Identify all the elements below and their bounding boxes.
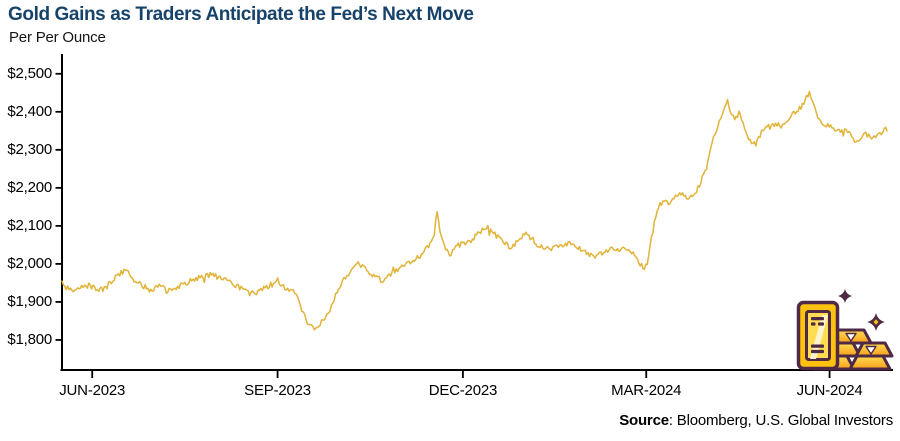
y-axis-tick-label: $2,200: [7, 178, 52, 196]
y-axis-tick-label: $2,400: [7, 102, 52, 120]
x-axis-tick-label: SEP-2023: [244, 382, 311, 399]
source-label: Source: [619, 412, 669, 429]
source-credit: Source: Bloomberg, U.S. Global Investors: [619, 412, 893, 429]
y-axis-tick-label: $2,500: [7, 64, 52, 82]
y-axis-tick-label: $2,300: [7, 140, 52, 158]
y-axis-tick-label: $2,000: [7, 254, 52, 272]
gold-bars-icon: [796, 289, 894, 371]
ingot-shine-triangle: [865, 345, 877, 355]
y-axis-tick-label: $1,900: [7, 292, 52, 310]
x-axis-tick-label: JUN-2024: [796, 382, 863, 399]
gold-price-line: [61, 90, 888, 331]
sparkle-icon: [838, 289, 852, 303]
sparkle-center: [873, 319, 879, 325]
x-axis-tick-label: MAR-2024: [611, 382, 682, 399]
ingot-shine-triangle: [845, 332, 857, 342]
y-axis-tick-label: $1,800: [7, 330, 52, 348]
gold-bar-engravings: [811, 317, 824, 354]
ingot-bottom-right: [848, 354, 892, 371]
chart-title: Gold Gains as Traders Anticipate the Fed…: [8, 4, 474, 25]
x-axis-tick-label: JUN-2023: [59, 382, 126, 399]
chart-subtitle: Per Per Ounce: [9, 29, 106, 46]
x-axis-tick-label: DEC-2023: [428, 382, 498, 399]
y-axis-tick-label: $2,100: [7, 216, 52, 234]
source-text: : Bloomberg, U.S. Global Investors: [668, 412, 893, 429]
